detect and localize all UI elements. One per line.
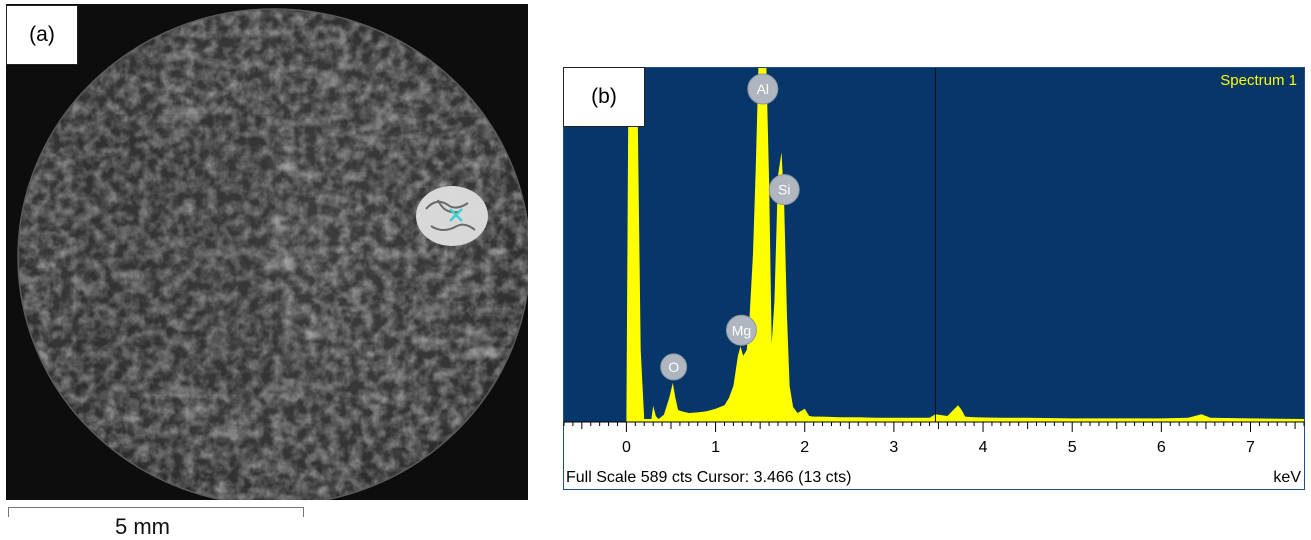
- status-footer: Full Scale 589 cts Cursor: 3.466 (13 cts…: [566, 469, 851, 486]
- eds-spectrum-chart: O Mg Al Si 0 1 2 3 4 5 6 7 Spectrum 1 Full Scale 5…: [563, 67, 1305, 490]
- peak-label-si: Si: [768, 174, 800, 206]
- scale-bar: [8, 507, 304, 519]
- panel-label-b: (b): [563, 67, 645, 127]
- peak-label-mg: Mg: [725, 314, 757, 346]
- peak-labels: O Mg Al Si: [660, 73, 800, 381]
- chart-title: Spectrum 1: [1220, 72, 1297, 89]
- specimen-disk: [18, 9, 528, 500]
- spectrum-area: [626, 68, 1304, 422]
- x-tick-labels: 0 1 2 3 4 5 6 7: [622, 439, 1255, 456]
- specimen-edge: [17, 8, 528, 500]
- peak-label-al: Al: [747, 73, 779, 105]
- x-tick-label: 1: [711, 439, 720, 456]
- x-axis-label: keV: [1273, 469, 1301, 486]
- x-tick-label: 0: [622, 439, 631, 456]
- x-tick-label: 4: [979, 439, 988, 456]
- x-tick-label: 3: [889, 439, 898, 456]
- sem-image: [6, 4, 528, 500]
- peak-label-text: Al: [757, 81, 769, 97]
- scale-bar-label: 5 mm: [115, 514, 170, 539]
- bright-inclusion: [416, 186, 488, 246]
- spectrum-location-marker: [449, 208, 463, 222]
- x-ticks: [563, 422, 1305, 432]
- peak-label-o: O: [660, 353, 688, 381]
- peak-label-text: Si: [778, 182, 790, 198]
- plot-background: [564, 68, 1304, 422]
- panel-label-a: (a): [6, 5, 78, 65]
- spectrum-svg: O Mg Al Si 0 1 2 3 4 5 6 7 Spectrum 1 Full Scale 5…: [563, 67, 1305, 490]
- x-tick-label: 2: [800, 439, 809, 456]
- peak-label-text: O: [668, 359, 679, 375]
- x-tick-label: 7: [1246, 439, 1255, 456]
- sem-micrograph: [6, 4, 528, 500]
- x-tick-label: 5: [1068, 439, 1077, 456]
- x-tick-label: 6: [1157, 439, 1166, 456]
- peak-label-text: Mg: [732, 322, 751, 338]
